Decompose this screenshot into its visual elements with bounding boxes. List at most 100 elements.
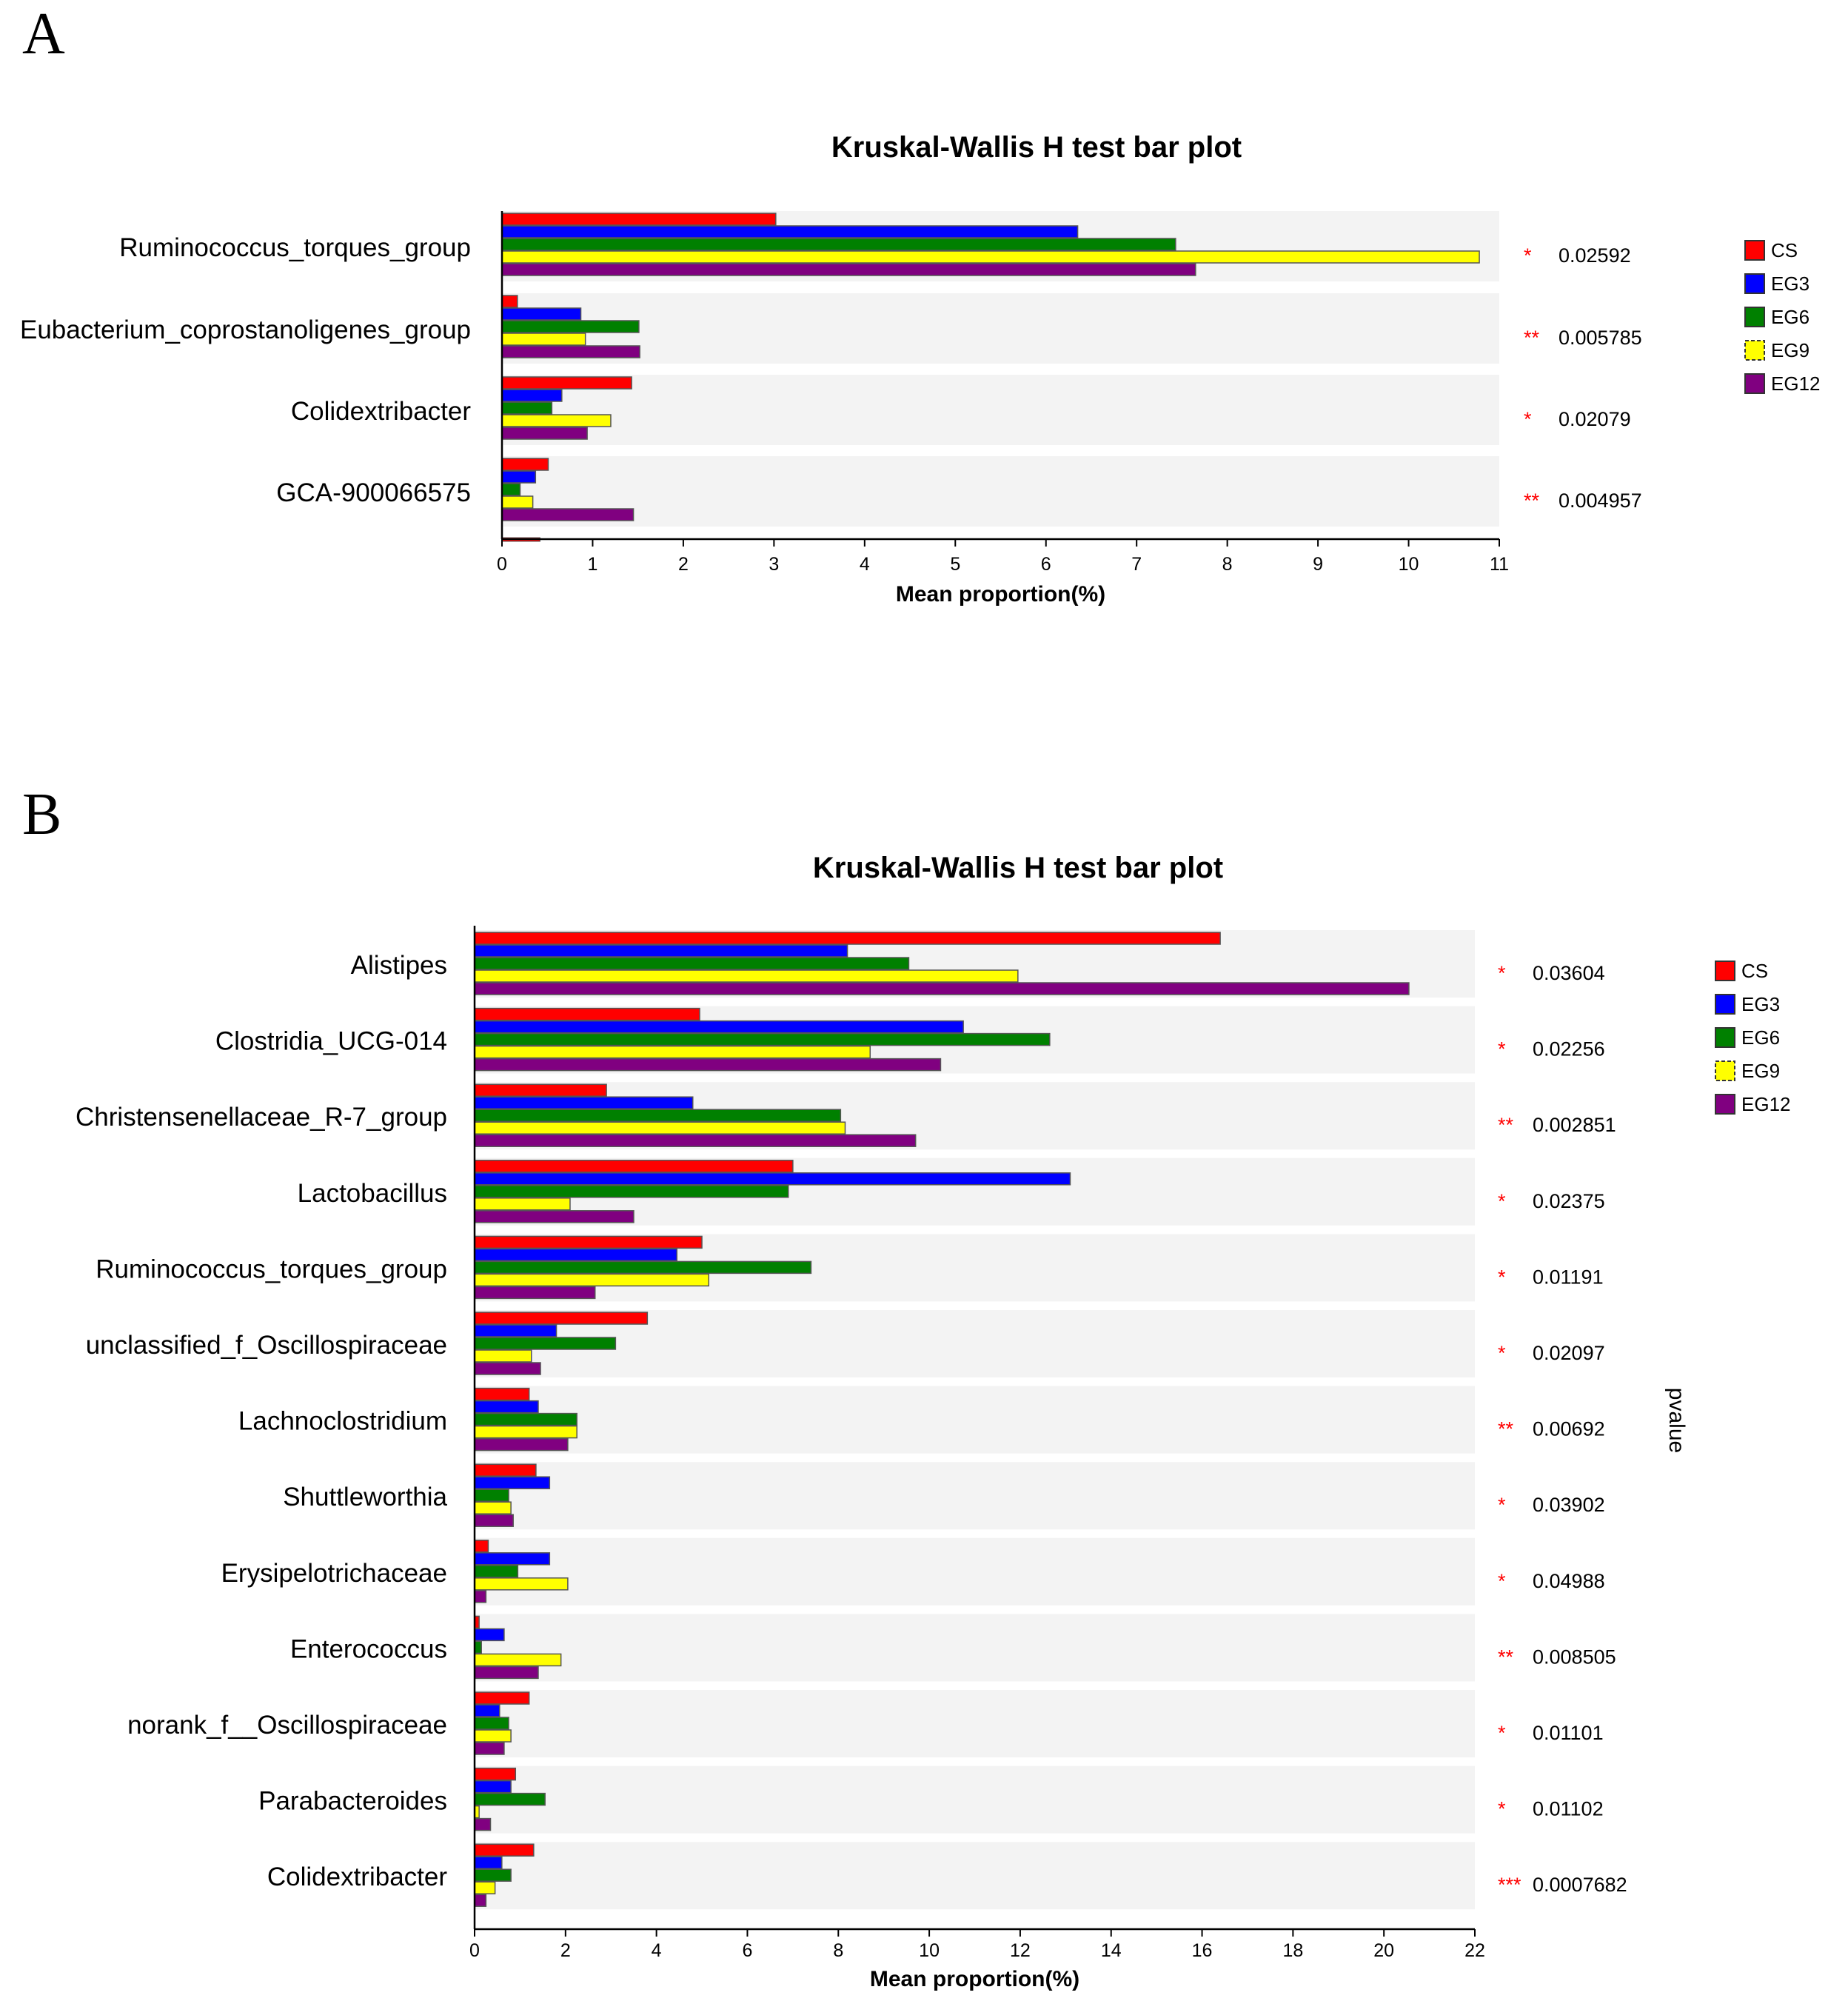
significance-stars: *: [1498, 1798, 1506, 1820]
pvalue-label: 0.01102: [1533, 1798, 1604, 1820]
bar-eg12: [474, 1437, 569, 1452]
panel-letter-b: B: [22, 782, 61, 847]
legend-label-eg9: EG9: [1771, 339, 1810, 361]
x-tick-label: 8: [1222, 554, 1233, 575]
bar-eg3: [474, 1020, 964, 1034]
bar-eg9: [474, 969, 1019, 983]
row-background: [475, 1537, 1475, 1606]
bar-eg3: [474, 1856, 503, 1869]
x-tick-label: 11: [1490, 554, 1509, 575]
bar-eg12: [474, 1362, 541, 1375]
x-tick-label: 3: [769, 554, 779, 575]
legend-swatch-eg9: [1744, 340, 1765, 361]
bar-eg12: [501, 508, 635, 521]
category-label: Shuttleworthia: [283, 1483, 447, 1511]
legend-label-eg9: EG9: [1741, 1060, 1780, 1082]
legend-swatch-cs: [1715, 961, 1735, 981]
chart-title: Kruskal-Wallis H test bar plot: [831, 131, 1242, 164]
row-background: [475, 1462, 1475, 1530]
category-label: Enterococcus: [290, 1634, 447, 1663]
legend-label-eg12: EG12: [1741, 1093, 1791, 1115]
bar-eg9: [474, 1273, 710, 1287]
bar-eg6: [501, 320, 640, 333]
bar-eg6: [474, 1337, 617, 1350]
bar-eg9: [474, 1881, 496, 1894]
category-label: Alistipes: [351, 951, 447, 980]
bar-eg3: [474, 1400, 539, 1414]
bar-cs: [474, 1235, 703, 1249]
bar-eg12: [474, 1514, 514, 1527]
bar-eg9: [501, 250, 1480, 264]
bar-cs: [501, 295, 518, 308]
bar-eg3: [501, 307, 582, 321]
bar-eg6: [474, 1565, 519, 1578]
x-tick-label: 12: [1010, 1940, 1031, 1961]
row-background: [475, 1386, 1475, 1454]
row-background: [475, 1766, 1475, 1834]
pvalue-label: 0.01101: [1533, 1722, 1604, 1744]
category-label: Erysipelotrichaceae: [221, 1559, 447, 1588]
significance-stars: **: [1524, 490, 1540, 512]
category-label: Colidextribacter: [267, 1863, 447, 1891]
legend-swatch-eg3: [1715, 994, 1735, 1015]
significance-stars: **: [1498, 1418, 1514, 1440]
bar-eg12: [474, 1894, 487, 1907]
bar-cs: [474, 1463, 537, 1477]
x-tick-label: 6: [743, 1940, 753, 1961]
legend-label-eg3: EG3: [1741, 993, 1780, 1015]
bar-cs: [501, 458, 549, 471]
bar-eg9: [474, 1425, 578, 1439]
category-label: norank_f__Oscillospiraceae: [127, 1711, 447, 1740]
bar-eg6: [474, 1717, 509, 1730]
significance-stars: ***: [1498, 1874, 1521, 1896]
category-label: Lactobacillus: [298, 1179, 447, 1208]
legend-swatch-eg3: [1744, 273, 1765, 294]
bar-eg9: [474, 1121, 846, 1135]
legend-swatch-eg9: [1715, 1060, 1735, 1081]
pvalue-label: 0.004957: [1559, 490, 1642, 512]
bar-eg6: [501, 238, 1176, 251]
bar-eg12: [474, 1590, 487, 1603]
bar-eg3: [474, 1628, 505, 1642]
bar-eg12: [501, 427, 588, 440]
bar-eg3: [474, 1476, 551, 1489]
row-background: [502, 375, 1499, 445]
pvalue-label: 0.005785: [1559, 327, 1642, 349]
legend-swatch-eg12: [1744, 373, 1765, 394]
x-tick-label: 18: [1282, 1940, 1303, 1961]
bar-eg6: [474, 1260, 812, 1275]
pvalue-label: 0.00692: [1533, 1418, 1605, 1440]
pvalue-label: 0.0007682: [1533, 1874, 1627, 1896]
bar-cs: [474, 1540, 489, 1553]
x-tick-label: 14: [1101, 1940, 1122, 1961]
bar-cs: [474, 1843, 535, 1857]
legend-label-eg3: EG3: [1771, 273, 1810, 295]
legend-label-cs: CS: [1741, 960, 1768, 982]
category-label: Clostridia_UCG-014: [215, 1027, 447, 1056]
bar-eg9: [474, 1577, 569, 1591]
significance-stars: *: [1498, 1038, 1506, 1060]
x-axis-label: Mean proportion(%): [870, 1967, 1079, 1991]
bar-cs: [474, 1083, 607, 1097]
bar-eg6: [474, 1109, 842, 1122]
bar-eg12: [474, 1134, 917, 1147]
significance-stars: *: [1524, 244, 1532, 267]
bar-eg12: [474, 1742, 505, 1755]
x-tick-label: 0: [497, 554, 507, 575]
pvalue-label: 0.02375: [1533, 1190, 1605, 1212]
x-tick-label: 6: [1041, 554, 1051, 575]
row-background: [475, 1842, 1475, 1910]
x-tick-label: 9: [1313, 554, 1323, 575]
bar-cs: [501, 376, 632, 390]
bar-eg9: [501, 495, 534, 509]
row-background: [475, 1690, 1475, 1757]
significance-stars: *: [1498, 1494, 1506, 1516]
legend-swatch-cs: [1744, 240, 1765, 261]
x-tick-label: 5: [950, 554, 960, 575]
bar-eg12: [474, 1210, 635, 1223]
bar-cs: [501, 213, 777, 226]
legend-swatch-eg6: [1744, 307, 1765, 327]
significance-stars: *: [1498, 1570, 1506, 1592]
pvalue-label: 0.02097: [1533, 1342, 1605, 1364]
significance-stars: **: [1524, 327, 1540, 349]
